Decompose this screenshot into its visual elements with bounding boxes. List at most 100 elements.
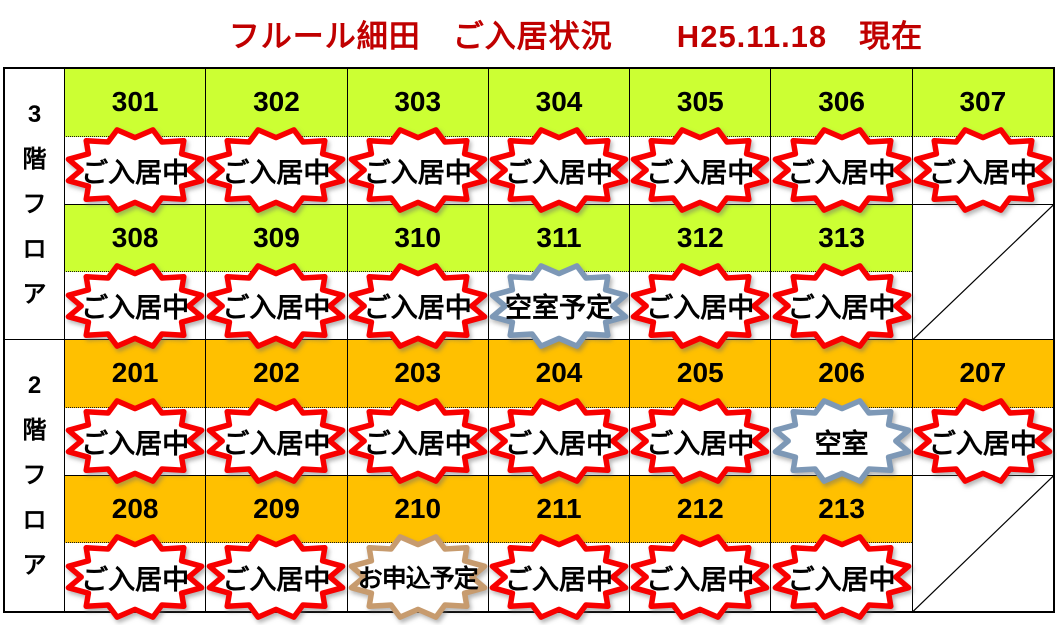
status-badge: ご入居中 bbox=[908, 122, 1057, 218]
room-number: 307 bbox=[959, 86, 1007, 118]
room-305-status-cell: ご入居中 bbox=[629, 127, 771, 213]
diagonal-line-icon bbox=[913, 205, 1053, 340]
room-number: 206 bbox=[818, 357, 865, 389]
status-badge: ご入居中 bbox=[484, 122, 634, 218]
room-number: 301 bbox=[111, 86, 159, 118]
status-label: ご入居中 bbox=[81, 157, 190, 188]
empty-cell-diagonal bbox=[911, 475, 1053, 612]
status-label: ご入居中 bbox=[363, 293, 472, 324]
room-number: 211 bbox=[536, 492, 582, 524]
status-badge: ご入居中 bbox=[343, 393, 493, 489]
seal-badge-icon bbox=[489, 398, 629, 484]
status-badge: お申込予定 bbox=[343, 529, 493, 625]
room-309-status-cell: ご入居中 bbox=[205, 262, 347, 349]
room-number: 311 bbox=[536, 221, 582, 253]
status-badge: 空室 bbox=[767, 393, 917, 489]
seal-badge-icon bbox=[348, 398, 488, 484]
room-301-status-cell: ご入居中 bbox=[64, 127, 206, 213]
status-badge: ご入居中 bbox=[201, 529, 351, 625]
status-label: ご入居中 bbox=[787, 157, 896, 188]
status-badge: ご入居中 bbox=[60, 393, 210, 489]
room-305-cell: 305 bbox=[629, 69, 771, 137]
diagonal-line-icon bbox=[913, 476, 1053, 612]
room-number: 310 bbox=[394, 221, 442, 253]
room-207-status-cell: ご入居中 bbox=[911, 398, 1053, 484]
room-311-status-cell: 空室予定 bbox=[487, 262, 630, 349]
room-311-cell: 311 bbox=[487, 204, 630, 273]
seal-badge-icon bbox=[348, 127, 488, 213]
room-312-status-cell: ご入居中 bbox=[629, 262, 771, 349]
room-304-cell: 304 bbox=[487, 69, 630, 137]
page-title: フルール細田 ご入居状況 H25.11.18 現在 bbox=[228, 18, 924, 54]
status-badge: ご入居中 bbox=[343, 122, 493, 218]
floor-label-2f: 2階フロア bbox=[5, 340, 64, 611]
room-number: 302 bbox=[253, 86, 300, 118]
status-label: ご入居中 bbox=[504, 428, 613, 459]
status-label: ご入居中 bbox=[646, 293, 755, 324]
room-203-cell: 203 bbox=[346, 340, 488, 408]
seal-badge-icon bbox=[772, 398, 911, 484]
room-number: 205 bbox=[676, 357, 724, 389]
room-number: 303 bbox=[394, 86, 442, 118]
status-label: ご入居中 bbox=[81, 564, 190, 595]
seal-badge-icon bbox=[913, 398, 1053, 484]
room-312-cell: 312 bbox=[629, 204, 771, 273]
room-number: 312 bbox=[676, 221, 724, 253]
status-badge: ご入居中 bbox=[484, 529, 634, 625]
seal-badge-icon bbox=[207, 262, 346, 349]
status-label: ご入居中 bbox=[504, 157, 613, 188]
room-number: 202 bbox=[253, 357, 300, 389]
room-number: 209 bbox=[253, 492, 300, 524]
room-212-status-cell: ご入居中 bbox=[629, 534, 771, 620]
seal-badge-icon bbox=[630, 262, 770, 349]
seal-badge-icon bbox=[65, 262, 205, 349]
room-307-status-cell: ご入居中 bbox=[911, 127, 1053, 213]
room-308-status-cell: ご入居中 bbox=[64, 262, 206, 349]
room-number: 204 bbox=[535, 357, 583, 389]
status-badge: ご入居中 bbox=[201, 258, 351, 354]
floor-label-3f: 3階フロア bbox=[5, 69, 64, 340]
status-label: ご入居中 bbox=[363, 157, 472, 188]
seal-badge-icon bbox=[630, 127, 770, 213]
room-208-status-cell: ご入居中 bbox=[64, 534, 206, 620]
room-206-status-cell: 空室 bbox=[770, 398, 912, 484]
status-badge: ご入居中 bbox=[625, 529, 775, 625]
status-label: ご入居中 bbox=[787, 564, 896, 595]
seal-badge-icon bbox=[630, 398, 770, 484]
room-number: 306 bbox=[818, 86, 865, 118]
status-label: ご入居中 bbox=[222, 157, 331, 188]
status-badge: ご入居中 bbox=[201, 122, 351, 218]
seal-badge-icon bbox=[913, 127, 1053, 213]
status-badge: ご入居中 bbox=[767, 529, 917, 625]
room-210-cell: 210 bbox=[346, 475, 488, 544]
room-301-cell: 301 bbox=[64, 69, 206, 137]
room-number: 212 bbox=[676, 492, 724, 524]
status-label: ご入居中 bbox=[222, 293, 331, 324]
room-209-status-cell: ご入居中 bbox=[205, 534, 347, 620]
room-213-cell: 213 bbox=[770, 475, 912, 544]
status-badge: ご入居中 bbox=[625, 258, 775, 354]
seal-badge-icon bbox=[772, 262, 911, 349]
room-number: 309 bbox=[253, 221, 300, 253]
room-213-status-cell: ご入居中 bbox=[770, 534, 912, 620]
room-number: 210 bbox=[394, 492, 442, 524]
status-badge: ご入居中 bbox=[484, 393, 634, 489]
status-label: 空室 bbox=[814, 428, 869, 459]
room-205-status-cell: ご入居中 bbox=[629, 398, 771, 484]
status-label: ご入居中 bbox=[928, 157, 1037, 188]
room-203-status-cell: ご入居中 bbox=[346, 398, 488, 484]
room-number: 313 bbox=[818, 221, 865, 253]
status-label: ご入居中 bbox=[222, 564, 331, 595]
room-310-cell: 310 bbox=[346, 204, 488, 273]
room-209-cell: 209 bbox=[205, 475, 347, 544]
room-210-status-cell: お申込予定 bbox=[346, 534, 488, 620]
occupancy-table: 3階フロア 301 ご入居中 302 ご入居中 303 ご入居中 304 ご入居中 305 ご入居中… bbox=[3, 67, 1055, 620]
status-badge: ご入居中 bbox=[767, 122, 917, 218]
room-number: 203 bbox=[394, 357, 442, 389]
room-number: 308 bbox=[111, 221, 159, 253]
status-badge: ご入居中 bbox=[625, 393, 775, 489]
status-badge: ご入居中 bbox=[625, 122, 775, 218]
room-308-cell: 308 bbox=[64, 204, 206, 273]
seal-badge-icon bbox=[489, 127, 629, 213]
room-313-status-cell: ご入居中 bbox=[770, 262, 912, 349]
